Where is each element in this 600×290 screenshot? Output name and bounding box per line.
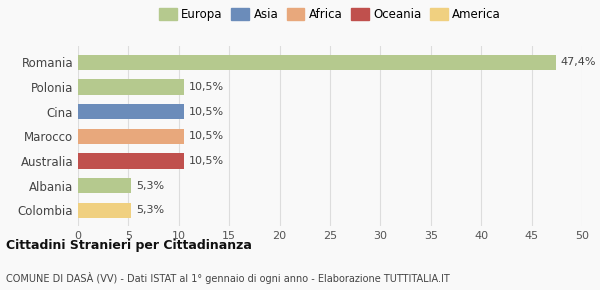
Text: 10,5%: 10,5%	[189, 156, 224, 166]
Legend: Europa, Asia, Africa, Oceania, America: Europa, Asia, Africa, Oceania, America	[157, 6, 503, 24]
Text: 47,4%: 47,4%	[561, 57, 596, 67]
Bar	[78, 55, 556, 70]
Text: 10,5%: 10,5%	[189, 82, 224, 92]
Text: Cittadini Stranieri per Cittadinanza: Cittadini Stranieri per Cittadinanza	[6, 239, 252, 252]
Text: 10,5%: 10,5%	[189, 107, 224, 117]
Text: 5,3%: 5,3%	[136, 205, 164, 215]
Text: COMUNE DI DASÀ (VV) - Dati ISTAT al 1° gennaio di ogni anno - Elaborazione TUTTI: COMUNE DI DASÀ (VV) - Dati ISTAT al 1° g…	[6, 272, 450, 284]
Bar	[78, 79, 184, 95]
Bar	[78, 178, 131, 193]
Bar	[78, 104, 184, 119]
Text: 5,3%: 5,3%	[136, 181, 164, 191]
Bar	[78, 203, 131, 218]
Bar	[78, 153, 184, 169]
Bar	[78, 129, 184, 144]
Text: 10,5%: 10,5%	[189, 131, 224, 141]
